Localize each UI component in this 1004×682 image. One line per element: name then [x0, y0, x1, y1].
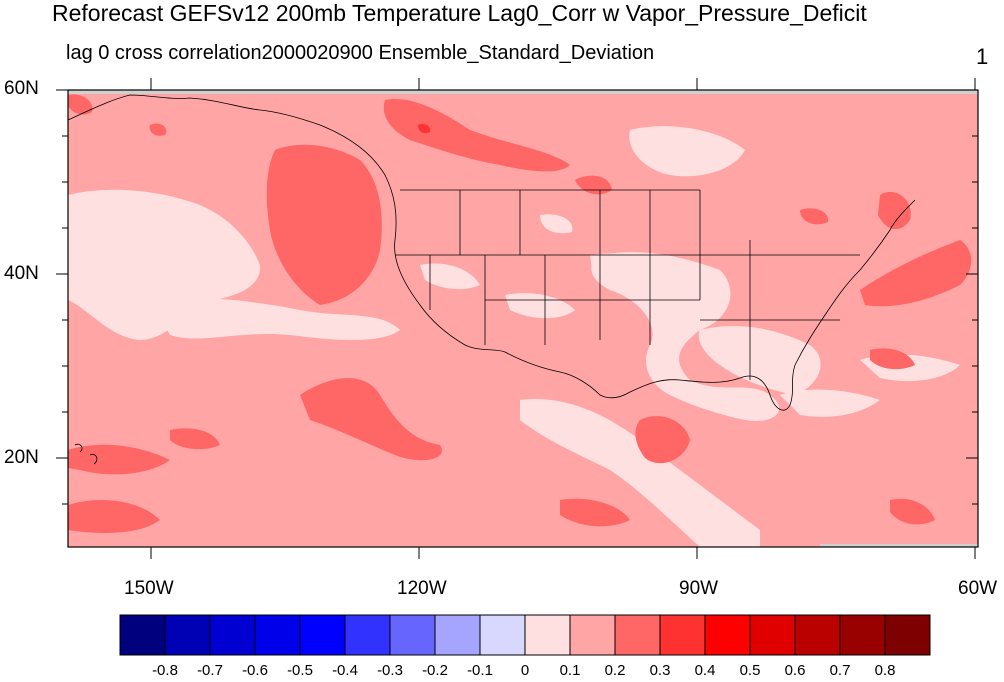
plot-title: Reforecast GEFSv12 200mb Temperature Lag…: [52, 0, 867, 26]
colorbar-label: 0: [520, 662, 530, 679]
colorbar-box: [209, 614, 256, 656]
colorbar-box: [839, 614, 886, 656]
colorbar-label: -0.7: [197, 662, 223, 679]
colorbar-box: [254, 614, 301, 656]
lat-label-60n: 60N: [4, 78, 39, 99]
colorbar-box: [524, 614, 571, 656]
lon-label-90w: 90W: [679, 578, 719, 599]
colorbar-label: 0.8: [874, 662, 896, 679]
lon-label-60w: 60W: [958, 578, 998, 599]
lon-label-120w: 120W: [397, 578, 447, 599]
map-field: [68, 90, 978, 547]
lat-label-40n: 40N: [4, 263, 39, 284]
colorbar-label: 0.4: [694, 662, 716, 679]
colorbar-box: [659, 614, 706, 656]
page-number: 1: [976, 44, 989, 69]
colorbar-label: 0.2: [604, 662, 626, 679]
colorbar-label: 0.5: [739, 662, 761, 679]
colorbar-label: -0.2: [422, 662, 448, 679]
plot-subtitle: lag 0 cross correlation2000020900 Ensemb…: [66, 42, 654, 65]
lat-label-20n: 20N: [4, 447, 39, 468]
colorbar-box: [299, 614, 346, 656]
boundaries: [68, 94, 916, 465]
missing-data-bottom: [820, 544, 978, 547]
colorbar-label: 0.7: [829, 662, 851, 679]
colorbar-label: -0.4: [332, 662, 358, 679]
colorbar-box: [749, 614, 796, 656]
colorbar-box: [479, 614, 526, 656]
colorbar-label: -0.8: [152, 662, 178, 679]
subtitle-right: 2000020900 Ensemble_Standard_Deviation: [261, 42, 655, 64]
colorbar-box: [389, 614, 436, 656]
colorbar-label: -0.3: [377, 662, 403, 679]
lon-label-150w: 150W: [124, 578, 174, 599]
colorbar-label: 0.1: [559, 662, 581, 679]
colorbar-box: [119, 614, 166, 656]
map-frame: [67, 89, 979, 548]
colorbar-label: 0.6: [784, 662, 806, 679]
colorbar-box: [344, 614, 391, 656]
missing-data-top: [68, 90, 978, 94]
colorbar-label: -0.5: [287, 662, 313, 679]
colorbar-box: [884, 614, 931, 656]
light-regions: [68, 126, 960, 547]
colorbar-box: [569, 614, 616, 656]
colorbar-label: 0.3: [649, 662, 671, 679]
colorbar-box: [704, 614, 751, 656]
colorbar-box: [614, 614, 661, 656]
colorbar-label: -0.1: [467, 662, 493, 679]
colorbar-box: [794, 614, 841, 656]
subtitle-left: lag 0 cross correlation: [66, 42, 262, 64]
colorbar-box: [434, 614, 481, 656]
strong-region: [418, 123, 431, 134]
colorbar-box: [164, 614, 211, 656]
axis-ticks: [56, 78, 978, 559]
colorbar-label: -0.6: [242, 662, 268, 679]
medium-regions: [68, 94, 972, 533]
